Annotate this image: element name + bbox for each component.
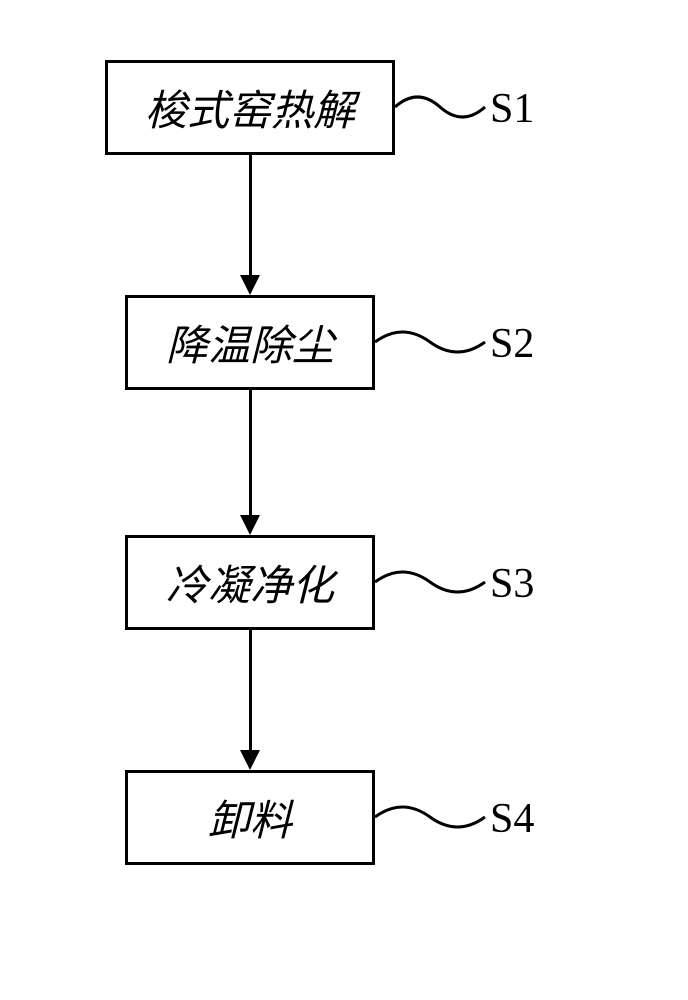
step-box-s2: 降温除尘 bbox=[125, 295, 375, 390]
arrow-head-3-4 bbox=[240, 750, 260, 770]
wavy-path-s2 bbox=[375, 332, 485, 352]
arrow-line-2-3 bbox=[249, 390, 252, 515]
step-tag-s4: S4 bbox=[490, 795, 534, 843]
step-label-text: 卸料 bbox=[208, 787, 292, 848]
arrow-head-2-3 bbox=[240, 515, 260, 535]
step-tag-s1: S1 bbox=[490, 85, 534, 133]
connector-s2 bbox=[80, 60, 620, 880]
wavy-path-s1 bbox=[395, 97, 485, 117]
step-label-text: 冷凝净化 bbox=[166, 552, 334, 613]
connector-s1 bbox=[80, 60, 620, 880]
arrow-line-3-4 bbox=[249, 630, 252, 750]
wavy-path-s4 bbox=[375, 807, 485, 827]
step-tag-text: S4 bbox=[490, 796, 534, 842]
connector-s3 bbox=[80, 60, 620, 880]
step-box-s1: 梭式窑热解 bbox=[105, 60, 395, 155]
step-label-text: 梭式窑热解 bbox=[145, 77, 355, 138]
step-tag-text: S1 bbox=[490, 86, 534, 132]
connector-s4 bbox=[80, 60, 620, 880]
step-tag-text: S3 bbox=[490, 561, 534, 607]
step-box-s3: 冷凝净化 bbox=[125, 535, 375, 630]
arrow-line-1-2 bbox=[249, 155, 252, 275]
step-tag-text: S2 bbox=[490, 321, 534, 367]
step-tag-s3: S3 bbox=[490, 560, 534, 608]
step-label-text: 降温除尘 bbox=[166, 312, 334, 373]
step-box-s4: 卸料 bbox=[125, 770, 375, 865]
step-tag-s2: S2 bbox=[490, 320, 534, 368]
arrow-head-1-2 bbox=[240, 275, 260, 295]
wavy-path-s3 bbox=[375, 572, 485, 592]
